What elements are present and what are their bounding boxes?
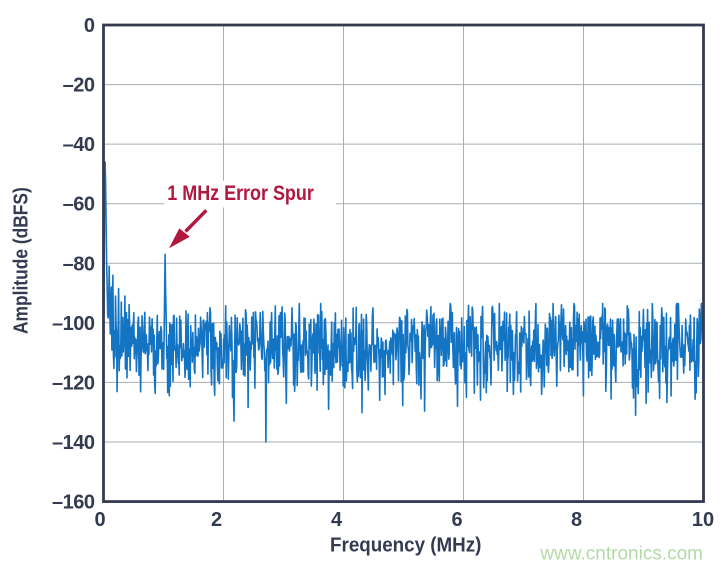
svg-text:10: 10	[692, 509, 714, 531]
svg-text:Frequency (MHz): Frequency (MHz)	[330, 534, 481, 557]
svg-text:–140: –140	[52, 432, 95, 454]
svg-text:6: 6	[451, 509, 462, 531]
svg-text:–120: –120	[52, 372, 95, 394]
svg-text:0: 0	[94, 509, 105, 531]
svg-text:–160: –160	[52, 492, 95, 514]
svg-text:2: 2	[211, 509, 222, 531]
svg-text:–40: –40	[63, 134, 95, 156]
svg-text:–100: –100	[52, 313, 95, 335]
svg-text:Amplitude (dBFS): Amplitude (dBFS)	[9, 187, 31, 334]
svg-text:–60: –60	[63, 194, 95, 216]
svg-text:www.cntronics.com: www.cntronics.com	[539, 544, 703, 565]
svg-text:–20: –20	[63, 75, 95, 97]
svg-text:1 MHz Error Spur: 1 MHz Error Spur	[167, 182, 314, 206]
svg-text:0: 0	[84, 15, 95, 37]
svg-text:–80: –80	[63, 253, 95, 275]
svg-text:4: 4	[331, 509, 343, 531]
svg-text:8: 8	[571, 509, 582, 531]
